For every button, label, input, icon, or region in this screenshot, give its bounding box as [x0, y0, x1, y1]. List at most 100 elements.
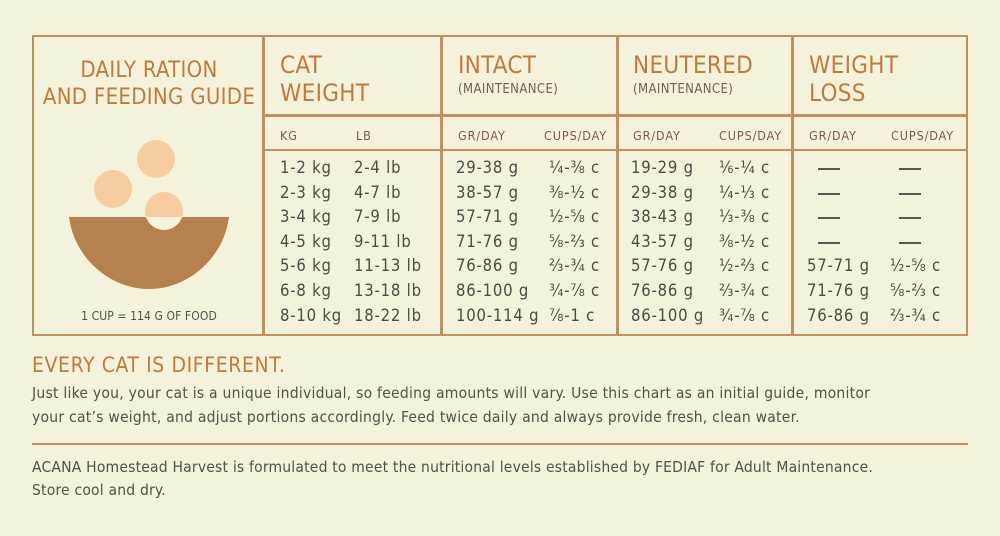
- kg-cell: 8-10 kg: [280, 305, 343, 325]
- kibble-icon: [94, 170, 132, 208]
- neutered-header: NEUTERED (MAINTENANCE): [633, 51, 753, 98]
- neutered-cups-cell: ⅔-¾ c: [719, 281, 771, 300]
- intact-gr-cell: 57-71 g: [456, 207, 519, 227]
- guide-title: DAILY RATION AND FEEDING GUIDE: [34, 57, 264, 111]
- neutered-cups-cell: ⅙-¼ c: [719, 158, 771, 177]
- weight-loss-header: WEIGHT LOSS: [809, 51, 898, 107]
- dash-mark: [818, 217, 840, 220]
- loss-gr-cell: —: [807, 157, 847, 179]
- divider: [616, 37, 619, 334]
- loss-cups-cell: —: [890, 157, 930, 179]
- intact-gr-cell: 76-86 g: [456, 256, 519, 276]
- header-line: LOSS: [809, 79, 866, 107]
- intact-cups-cell: ½-⅝ c: [549, 207, 601, 227]
- divider: [263, 114, 966, 117]
- kg-cell: 2-3 kg: [280, 182, 332, 202]
- loss-gr-cell: —: [807, 231, 847, 253]
- kg-subheader: KG: [280, 128, 298, 143]
- neutered-cups-subheader: CUPS/DAY: [719, 128, 783, 143]
- loss-gr-cell: 57-71 g: [807, 256, 870, 276]
- intact-cups-cell: ⅞-1 c: [549, 305, 596, 325]
- divider: [262, 37, 265, 334]
- header-subtitle: (MAINTENANCE): [458, 82, 559, 97]
- intact-gr-cell: 100-114 g: [456, 305, 540, 325]
- intact-cups-cell: ⅔-¾ c: [549, 256, 601, 276]
- bowl-shape: [69, 217, 229, 289]
- neutered-gr-cell: 86-100 g: [631, 305, 705, 325]
- header-line: WEIGHT: [809, 51, 899, 79]
- loss-gr-subheader: GR/DAY: [809, 128, 857, 143]
- lb-cell: 2-4 lb: [354, 158, 402, 177]
- lb-cell: 9-11 lb: [354, 231, 412, 251]
- neutered-gr-cell: 29-38 g: [631, 182, 694, 202]
- feeding-guide: DAILY RATION AND FEEDING GUIDE 1 CUP = 1…: [32, 35, 968, 499]
- kibble-icon: [137, 140, 175, 178]
- neutered-cups-cell: ⅜-½ c: [719, 231, 771, 251]
- dash-mark: [818, 241, 840, 244]
- loss-cups-cell: ½-⅝ c: [890, 256, 942, 276]
- neutered-gr-cell: 19-29 g: [631, 158, 694, 177]
- dash-mark: [899, 168, 921, 170]
- loss-gr-cell: 71-76 g: [807, 281, 870, 300]
- feeding-table: DAILY RATION AND FEEDING GUIDE 1 CUP = 1…: [32, 35, 968, 336]
- dash-mark: [818, 192, 840, 195]
- section-body: Just like you, your cat is a unique indi…: [32, 381, 968, 429]
- loss-gr-cell: —: [807, 206, 847, 228]
- loss-cups-cell: ⅔-¾ c: [890, 305, 942, 325]
- dash-mark: [899, 217, 921, 220]
- lb-cell: 7-9 lb: [354, 207, 402, 227]
- footnote-line: ACANA Homestead Harvest is formulated to…: [32, 458, 873, 476]
- kg-cell: 4-5 kg: [280, 231, 332, 251]
- lb-cell: 11-13 lb: [354, 256, 422, 276]
- kg-cell: 5-6 kg: [280, 256, 332, 276]
- intact-gr-cell: 29-38 g: [456, 158, 519, 177]
- loss-cups-cell: —: [890, 206, 930, 228]
- loss-cups-cell: ⅝-⅔ c: [890, 281, 942, 300]
- lb-subheader: LB: [356, 128, 372, 143]
- intact-cups-subheader: CUPS/DAY: [544, 128, 608, 143]
- neutered-cups-cell: ⅓-⅜ c: [719, 207, 771, 227]
- header-line: WEIGHT: [280, 79, 370, 107]
- divider: [263, 149, 966, 151]
- neutered-gr-cell: 76-86 g: [631, 281, 694, 300]
- lb-cell: 4-7 lb: [354, 182, 402, 202]
- guide-title-line2: AND FEEDING GUIDE: [42, 85, 256, 110]
- cat-weight-header: CAT WEIGHT: [280, 51, 369, 107]
- divider: [791, 37, 794, 334]
- loss-gr-cell: 76-86 g: [807, 305, 870, 325]
- header-line: CAT: [280, 51, 323, 79]
- neutered-gr-cell: 38-43 g: [631, 207, 694, 227]
- header-subtitle: (MAINTENANCE): [633, 82, 734, 97]
- intact-header: INTACT (MAINTENANCE): [458, 51, 558, 98]
- intact-cups-cell: ¼-⅜ c: [549, 158, 601, 177]
- lb-cell: 13-18 lb: [354, 281, 422, 300]
- kg-cell: 1-2 kg: [280, 158, 332, 177]
- intact-gr-cell: 71-76 g: [456, 231, 519, 251]
- lb-cell: 18-22 lb: [354, 305, 422, 325]
- kg-cell: 3-4 kg: [280, 207, 332, 227]
- body-line: Just like you, your cat is a unique indi…: [32, 384, 871, 402]
- neutered-cups-cell: ¾-⅞ c: [719, 305, 771, 325]
- guide-title-line1: DAILY RATION: [80, 58, 218, 83]
- intact-cups-cell: ⅝-⅔ c: [549, 231, 601, 251]
- divider: [440, 37, 443, 334]
- intact-gr-cell: 38-57 g: [456, 182, 519, 202]
- loss-gr-cell: —: [807, 182, 847, 204]
- neutered-cups-cell: ¼-⅓ c: [719, 182, 771, 202]
- intact-cups-cell: ¾-⅞ c: [549, 281, 601, 300]
- loss-cups-cell: —: [890, 231, 930, 253]
- footnote-line: Store cool and dry.: [32, 481, 166, 499]
- kg-cell: 6-8 kg: [280, 281, 332, 300]
- dash-mark: [899, 241, 921, 244]
- neutered-gr-subheader: GR/DAY: [633, 128, 681, 143]
- intact-cups-cell: ⅜-½ c: [549, 182, 601, 202]
- section-title: EVERY CAT IS DIFFERENT.: [32, 353, 286, 377]
- kibble-in-bowl: [145, 217, 183, 230]
- neutered-cups-cell: ½-⅔ c: [719, 256, 771, 276]
- neutered-gr-cell: 57-76 g: [631, 256, 694, 276]
- neutered-gr-cell: 43-57 g: [631, 231, 694, 251]
- footnote: ACANA Homestead Harvest is formulated to…: [32, 456, 968, 502]
- food-bowl-icon: [69, 140, 229, 289]
- intact-gr-subheader: GR/DAY: [458, 128, 506, 143]
- loss-cups-cell: —: [890, 182, 930, 204]
